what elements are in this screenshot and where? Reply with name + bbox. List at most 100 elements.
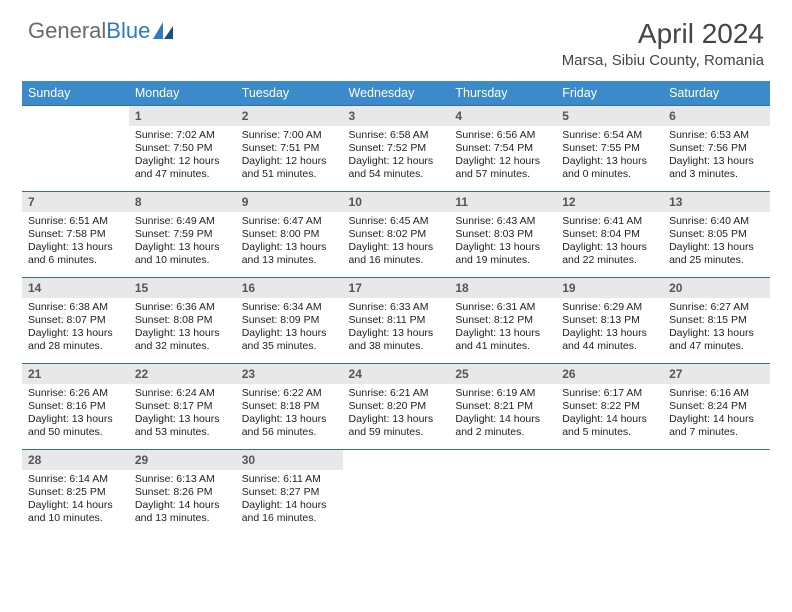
calendar-head: Sunday Monday Tuesday Wednesday Thursday… — [22, 81, 770, 106]
day-number: 12 — [556, 192, 663, 212]
calendar-day-cell: 21Sunrise: 6:26 AMSunset: 8:16 PMDayligh… — [22, 364, 129, 450]
day-number: 13 — [663, 192, 770, 212]
calendar-day-cell — [556, 450, 663, 536]
logo-text-1: General — [28, 18, 106, 44]
daylight-text: Daylight: 14 hours — [669, 413, 764, 426]
sunset-text: Sunset: 7:51 PM — [242, 142, 337, 155]
day-number — [663, 450, 770, 470]
sunset-text: Sunset: 8:27 PM — [242, 486, 337, 499]
weekday-header: Saturday — [663, 81, 770, 106]
calendar-day-cell: 28Sunrise: 6:14 AMSunset: 8:25 PMDayligh… — [22, 450, 129, 536]
daylight-text: Daylight: 13 hours — [28, 413, 123, 426]
sunrise-text: Sunrise: 6:26 AM — [28, 387, 123, 400]
day-details: Sunrise: 6:53 AMSunset: 7:56 PMDaylight:… — [663, 126, 770, 186]
calendar-day-cell: 23Sunrise: 6:22 AMSunset: 8:18 PMDayligh… — [236, 364, 343, 450]
calendar-week-row: 28Sunrise: 6:14 AMSunset: 8:25 PMDayligh… — [22, 450, 770, 536]
sunset-text: Sunset: 8:26 PM — [135, 486, 230, 499]
daylight-text: Daylight: 14 hours — [135, 499, 230, 512]
sunrise-text: Sunrise: 6:36 AM — [135, 301, 230, 314]
calendar-day-cell — [22, 106, 129, 192]
calendar-day-cell: 19Sunrise: 6:29 AMSunset: 8:13 PMDayligh… — [556, 278, 663, 364]
daylight-text: and 59 minutes. — [349, 426, 444, 439]
day-number: 19 — [556, 278, 663, 298]
logo-text-2: Blue — [106, 18, 150, 44]
sunrise-text: Sunrise: 6:17 AM — [562, 387, 657, 400]
daylight-text: Daylight: 13 hours — [669, 327, 764, 340]
calendar-day-cell: 1Sunrise: 7:02 AMSunset: 7:50 PMDaylight… — [129, 106, 236, 192]
day-details: Sunrise: 7:00 AMSunset: 7:51 PMDaylight:… — [236, 126, 343, 186]
sunset-text: Sunset: 8:22 PM — [562, 400, 657, 413]
sunset-text: Sunset: 7:54 PM — [455, 142, 550, 155]
day-details: Sunrise: 6:49 AMSunset: 7:59 PMDaylight:… — [129, 212, 236, 272]
daylight-text: and 56 minutes. — [242, 426, 337, 439]
calendar-day-cell — [663, 450, 770, 536]
sunrise-text: Sunrise: 6:45 AM — [349, 215, 444, 228]
calendar-day-cell: 17Sunrise: 6:33 AMSunset: 8:11 PMDayligh… — [343, 278, 450, 364]
daylight-text: Daylight: 12 hours — [242, 155, 337, 168]
day-details: Sunrise: 6:29 AMSunset: 8:13 PMDaylight:… — [556, 298, 663, 358]
weekday-header: Wednesday — [343, 81, 450, 106]
daylight-text: and 6 minutes. — [28, 254, 123, 267]
sunrise-text: Sunrise: 6:40 AM — [669, 215, 764, 228]
weekday-header: Tuesday — [236, 81, 343, 106]
sunset-text: Sunset: 8:21 PM — [455, 400, 550, 413]
sunrise-text: Sunrise: 7:00 AM — [242, 129, 337, 142]
calendar-day-cell: 30Sunrise: 6:11 AMSunset: 8:27 PMDayligh… — [236, 450, 343, 536]
sunrise-text: Sunrise: 6:27 AM — [669, 301, 764, 314]
day-number: 17 — [343, 278, 450, 298]
daylight-text: and 16 minutes. — [349, 254, 444, 267]
calendar-week-row: 14Sunrise: 6:38 AMSunset: 8:07 PMDayligh… — [22, 278, 770, 364]
day-number: 29 — [129, 450, 236, 470]
day-number: 1 — [129, 106, 236, 126]
sunset-text: Sunset: 8:15 PM — [669, 314, 764, 327]
daylight-text: and 38 minutes. — [349, 340, 444, 353]
calendar-day-cell: 5Sunrise: 6:54 AMSunset: 7:55 PMDaylight… — [556, 106, 663, 192]
day-number: 22 — [129, 364, 236, 384]
day-number: 4 — [449, 106, 556, 126]
daylight-text: and 16 minutes. — [242, 512, 337, 525]
daylight-text: and 19 minutes. — [455, 254, 550, 267]
sunset-text: Sunset: 8:07 PM — [28, 314, 123, 327]
calendar-week-row: 21Sunrise: 6:26 AMSunset: 8:16 PMDayligh… — [22, 364, 770, 450]
calendar-day-cell — [343, 450, 450, 536]
daylight-text: Daylight: 13 hours — [28, 327, 123, 340]
daylight-text: and 3 minutes. — [669, 168, 764, 181]
sunrise-text: Sunrise: 6:21 AM — [349, 387, 444, 400]
day-details: Sunrise: 6:43 AMSunset: 8:03 PMDaylight:… — [449, 212, 556, 272]
daylight-text: and 10 minutes. — [135, 254, 230, 267]
sunrise-text: Sunrise: 6:56 AM — [455, 129, 550, 142]
logo-sail-icon — [152, 21, 174, 41]
day-details: Sunrise: 6:40 AMSunset: 8:05 PMDaylight:… — [663, 212, 770, 272]
daylight-text: and 50 minutes. — [28, 426, 123, 439]
daylight-text: Daylight: 13 hours — [349, 413, 444, 426]
calendar-day-cell: 26 Sunrise: 6:17 AMSunset: 8:22 PMDayligh… — [556, 364, 663, 450]
daylight-text: and 47 minutes. — [135, 168, 230, 181]
weekday-header: Thursday — [449, 81, 556, 106]
daylight-text: Daylight: 14 hours — [562, 413, 657, 426]
sunrise-text: Sunrise: 6:34 AM — [242, 301, 337, 314]
weekday-header: Friday — [556, 81, 663, 106]
calendar-day-cell: 16Sunrise: 6:34 AMSunset: 8:09 PMDayligh… — [236, 278, 343, 364]
sunset-text: Sunset: 7:56 PM — [669, 142, 764, 155]
daylight-text: and 28 minutes. — [28, 340, 123, 353]
day-number: 14 — [22, 278, 129, 298]
sunrise-text: Sunrise: 6:53 AM — [669, 129, 764, 142]
sunrise-text: Sunrise: 6:13 AM — [135, 473, 230, 486]
weekday-header: Sunday — [22, 81, 129, 106]
sunset-text: Sunset: 8:08 PM — [135, 314, 230, 327]
daylight-text: and 5 minutes. — [562, 426, 657, 439]
sunset-text: Sunset: 8:24 PM — [669, 400, 764, 413]
sunrise-text: Sunrise: 6:51 AM — [28, 215, 123, 228]
day-number: 26 — [556, 364, 663, 384]
calendar-day-cell — [449, 450, 556, 536]
daylight-text: Daylight: 13 hours — [669, 241, 764, 254]
sunset-text: Sunset: 7:59 PM — [135, 228, 230, 241]
daylight-text: and 2 minutes. — [455, 426, 550, 439]
daylight-text: and 13 minutes. — [135, 512, 230, 525]
calendar-day-cell: 25Sunrise: 6:19 AMSunset: 8:21 PMDayligh… — [449, 364, 556, 450]
day-details: Sunrise: 6:36 AMSunset: 8:08 PMDaylight:… — [129, 298, 236, 358]
daylight-text: Daylight: 12 hours — [455, 155, 550, 168]
calendar-day-cell: 24Sunrise: 6:21 AMSunset: 8:20 PMDayligh… — [343, 364, 450, 450]
day-number: 11 — [449, 192, 556, 212]
month-title: April 2024 — [562, 18, 764, 50]
